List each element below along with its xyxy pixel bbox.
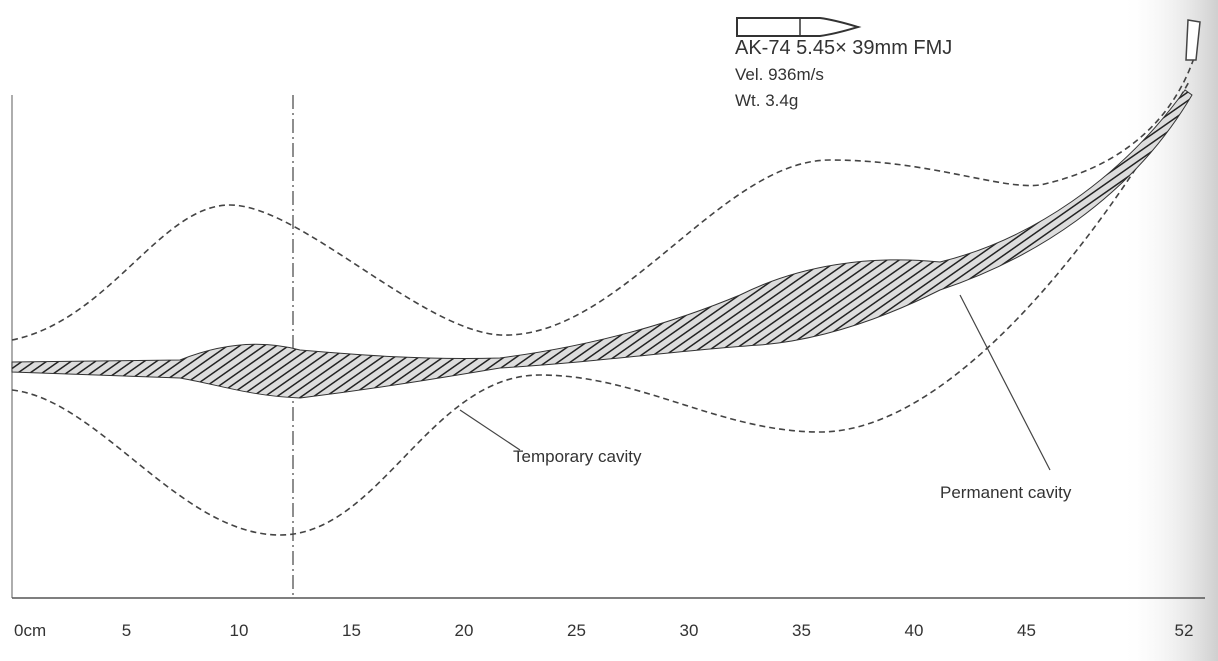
- tick-label: 45: [1017, 621, 1036, 640]
- bullet-name: AK-74 5.45× 39mm FMJ: [735, 37, 952, 59]
- bullet-exit-icon: [1185, 19, 1201, 61]
- tick-label: 30: [680, 621, 699, 640]
- page-shade: [1120, 0, 1218, 661]
- temporary-cavity-upper: [11, 54, 1196, 341]
- bullet-icon: [736, 17, 862, 37]
- permanent-cavity-label: Permanent cavity: [940, 483, 1072, 502]
- tick-label: 15: [342, 621, 361, 640]
- tick-label: 35: [792, 621, 811, 640]
- leader-line: [459, 409, 521, 451]
- bullet-velocity: Vel. 936m/s: [735, 65, 824, 84]
- tick-labels: 0cm 5 10 15 20 25 30 35 40 45 52: [14, 621, 1193, 640]
- temporary-cavity-label: Temporary cavity: [513, 447, 642, 466]
- tick-label: 40: [905, 621, 924, 640]
- temporary-cavity-lower: [11, 79, 1191, 536]
- tick-label: 52: [1175, 621, 1194, 640]
- permanent-cavity: [11, 89, 1193, 399]
- leader-line: [959, 294, 1051, 471]
- tick-label: 0cm: [14, 621, 46, 640]
- tick-label: 10: [230, 621, 249, 640]
- bullet-weight: Wt. 3.4g: [735, 91, 798, 110]
- tick-label: 20: [455, 621, 474, 640]
- tick-label: 5: [122, 621, 131, 640]
- tick-label: 25: [567, 621, 586, 640]
